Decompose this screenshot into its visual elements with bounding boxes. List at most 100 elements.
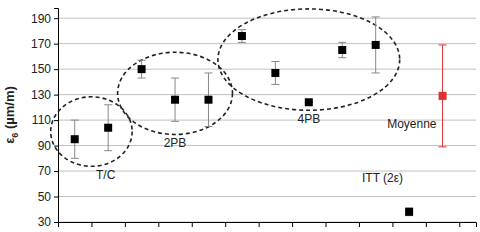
y-tick: 50 (38, 190, 58, 204)
y-tick: 110 (32, 113, 58, 127)
x-tick-mark (192, 222, 193, 227)
y-tick-label: 30 (38, 215, 52, 229)
y-tick-label: 170 (31, 37, 51, 51)
point (104, 124, 112, 132)
error-bar (439, 45, 447, 147)
point (305, 98, 313, 106)
x-tick (225, 222, 226, 227)
group-ellipse (118, 52, 233, 134)
series (439, 45, 447, 147)
x-tick-mark (292, 222, 293, 227)
point (171, 96, 179, 104)
x-tick-mark (158, 222, 159, 227)
x-tick-mark (392, 222, 393, 227)
point (138, 65, 146, 73)
annotations: T/C2PB4PBITT (2ε)Moyenne (51, 9, 437, 185)
plot: 30507090110130150170190T/C2PB4PBITT (2ε)… (31, 9, 477, 230)
series (405, 208, 413, 216)
grid-line (58, 69, 476, 70)
y-tick-mark (54, 18, 58, 19)
x-tick-mark (259, 222, 260, 227)
error-bar-cap (271, 61, 279, 62)
point (71, 135, 79, 143)
point (439, 92, 447, 100)
x-tick (91, 222, 92, 227)
grid-line (58, 171, 476, 172)
grid-line (58, 43, 476, 44)
error-bar-cap (138, 60, 146, 61)
series (138, 60, 213, 126)
y-tick-label: 130 (31, 88, 51, 102)
x-tick (192, 222, 193, 227)
x-axis (59, 222, 477, 227)
error-bar-cap (439, 44, 447, 45)
x-tick-mark (91, 222, 92, 227)
error-bar-cap (104, 150, 112, 151)
x-tick (292, 222, 293, 227)
grid-line (58, 18, 476, 19)
point (238, 32, 246, 40)
error-bar-cap (238, 29, 246, 30)
y-tick-mark (54, 120, 58, 121)
x-tick (158, 222, 159, 227)
y-tick-mark (54, 171, 58, 172)
error-bar (405, 208, 413, 216)
error-bar-cap (71, 158, 79, 159)
x-tick-mark (58, 222, 59, 227)
x-axis-line (59, 223, 477, 228)
y-tick: 150 (31, 62, 58, 76)
error-bar-cap (439, 146, 447, 147)
point (372, 41, 380, 49)
y-tick-mark (54, 69, 58, 70)
point (204, 96, 212, 104)
y-tick: 70 (38, 164, 58, 178)
x-tick (259, 222, 260, 227)
chart: 30507090110130150170190T/C2PB4PBITT (2ε)… (0, 0, 480, 232)
error-bar (171, 78, 179, 121)
y-tick-label: 50 (38, 190, 52, 204)
point (405, 208, 413, 216)
group-label: 4PB (297, 112, 320, 126)
y-tick: 130 (31, 88, 58, 102)
y-tick-mark (54, 222, 58, 223)
point-label: ITT (2ε) (362, 171, 403, 185)
y-tick-mark (54, 44, 58, 45)
error-bar-cap (171, 78, 179, 79)
error-bar (138, 60, 146, 78)
error-bar-cap (104, 104, 112, 105)
x-tick-mark (326, 222, 327, 227)
x-tick (426, 222, 427, 227)
x-tick (125, 222, 126, 227)
series (238, 17, 380, 106)
x-tick (359, 222, 360, 227)
y-axis-title: ε6 (µm/m) (2, 86, 20, 144)
x-tick-mark (225, 222, 226, 227)
y-axis: 30507090110130150170190 (31, 9, 59, 230)
y-tick-label: 110 (32, 113, 51, 127)
x-tick (326, 222, 327, 227)
x-tick (392, 222, 393, 227)
y-tick: 90 (38, 139, 58, 153)
series (71, 105, 112, 159)
error-bar-cap (372, 16, 380, 17)
group-ellipse (218, 9, 400, 110)
x-tick (459, 222, 460, 227)
x-tick-mark (125, 222, 126, 227)
y-tick-label: 90 (38, 139, 52, 153)
error-bar (372, 17, 380, 73)
grid-line (58, 196, 476, 197)
y-tick: 170 (31, 37, 58, 51)
y-tick-mark (54, 95, 58, 96)
group-label: 2PB (164, 136, 187, 150)
group-ellipse (51, 97, 132, 167)
grid-line (58, 145, 476, 146)
error-bar-cap (271, 84, 279, 85)
x-tick (58, 222, 59, 227)
y-tick-mark (54, 146, 58, 147)
y-tick-mark (54, 197, 58, 198)
marks (71, 17, 447, 216)
error-bar (204, 73, 212, 127)
error-bar (338, 42, 346, 57)
grid (58, 18, 476, 222)
error-bar-cap (372, 72, 380, 73)
